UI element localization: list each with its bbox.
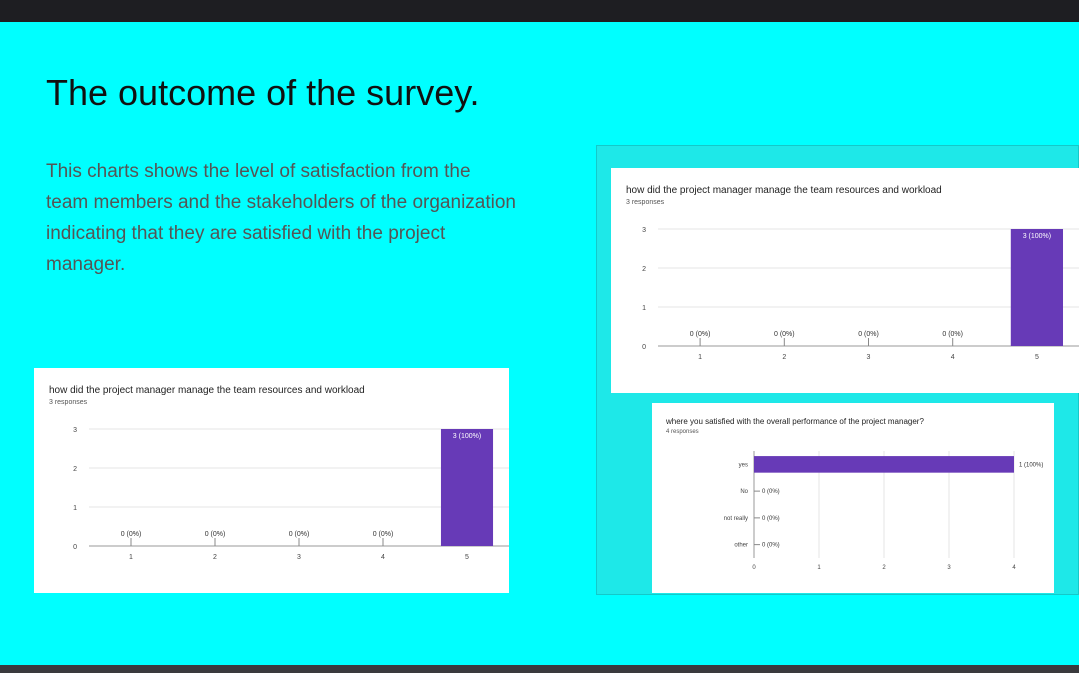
y-tick-label: 0 <box>73 544 77 551</box>
data-label: 0 (0%) <box>858 331 879 338</box>
chart-title: where you satisfied with the overall per… <box>666 417 924 426</box>
chart-card-right-bottom: where you satisfied with the overall per… <box>652 403 1054 593</box>
y-tick-label: 3 <box>73 427 77 434</box>
y-tick-label: yes <box>739 462 748 468</box>
window-bottom-bar <box>0 665 1079 673</box>
data-label: 0 (0%) <box>762 516 780 522</box>
x-tick-label: 3 <box>297 554 301 561</box>
y-tick-label: other <box>734 543 748 549</box>
chart-card-right-top: how did the project manager manage the t… <box>611 168 1079 393</box>
slide-body-text: This charts shows the level of satisfact… <box>46 161 516 275</box>
chart-subtitle: 3 responses <box>626 199 665 206</box>
bar <box>440 429 494 546</box>
data-label: 3 (100%) <box>1023 233 1051 240</box>
data-label: 0 (0%) <box>121 531 142 538</box>
bar <box>1010 229 1064 346</box>
chart-title: how did the project manager manage the t… <box>49 385 365 396</box>
x-tick-label: 1 <box>817 565 821 571</box>
bar-chart-left: 0 1 2 3 1 0 (0%) 2 0 (0%) 3 0 (0%) 4 0 (0%) 5 3 (100%… <box>73 427 509 561</box>
data-label: 3 (100%) <box>453 433 481 440</box>
x-tick-label: 2 <box>213 554 217 561</box>
data-label: 0 (0%) <box>774 331 795 338</box>
x-tick-label: 4 <box>381 554 385 561</box>
x-tick-label: 4 <box>1012 565 1016 571</box>
window-top-bar <box>0 0 1079 22</box>
y-tick-label: 3 <box>642 227 646 234</box>
chart-title: how did the project manager manage the t… <box>626 185 942 196</box>
x-tick-label: 4 <box>951 354 955 361</box>
bar <box>754 456 1014 473</box>
y-tick-label: 1 <box>73 505 77 512</box>
y-tick-label: 2 <box>642 266 646 273</box>
x-tick-label: 1 <box>698 354 702 361</box>
x-tick-label: 3 <box>947 565 951 571</box>
y-tick-label: 0 <box>642 344 646 351</box>
data-label: 0 (0%) <box>762 489 780 495</box>
data-label: 0 (0%) <box>762 543 780 549</box>
x-tick-label: 2 <box>782 354 786 361</box>
data-label: 0 (0%) <box>942 331 963 338</box>
data-label: 1 (100%) <box>1019 462 1043 468</box>
hbar-chart-right-bottom: 0 1 2 3 4 yes 1 (100%) No 0 (0%) not really 0 (0%)… <box>724 451 1043 571</box>
chart-card-left: how did the project manager manage the t… <box>34 368 509 593</box>
y-tick-label: 2 <box>73 466 77 473</box>
y-tick-label: 1 <box>642 305 646 312</box>
x-tick-label: 5 <box>465 554 469 561</box>
data-label: 0 (0%) <box>373 531 394 538</box>
x-tick-label: 5 <box>1035 354 1039 361</box>
y-tick-label: No <box>740 489 748 495</box>
x-tick-label: 0 <box>752 565 756 571</box>
x-tick-label: 3 <box>867 354 871 361</box>
data-label: 0 (0%) <box>690 331 711 338</box>
slide-title: The outcome of the survey. <box>46 72 480 113</box>
x-tick-label: 2 <box>882 565 886 571</box>
chart-subtitle: 4 responses <box>666 429 699 435</box>
x-tick-label: 1 <box>129 554 133 561</box>
bar-chart-right-top: 0 1 2 3 1 0 (0%) 2 0 (0%) 3 0 (0%) 4 0 (0%) 5 3 (100%… <box>642 227 1079 361</box>
chart-subtitle: 3 responses <box>49 399 88 406</box>
y-tick-label: not really <box>724 516 748 522</box>
data-label: 0 (0%) <box>205 531 226 538</box>
data-label: 0 (0%) <box>289 531 310 538</box>
